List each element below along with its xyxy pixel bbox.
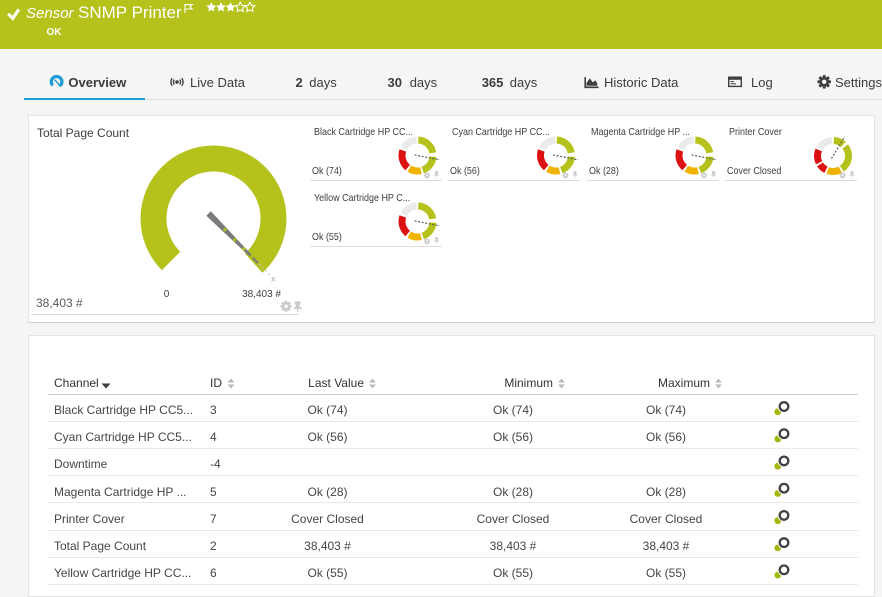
svg-text:x: x [271,273,276,283]
